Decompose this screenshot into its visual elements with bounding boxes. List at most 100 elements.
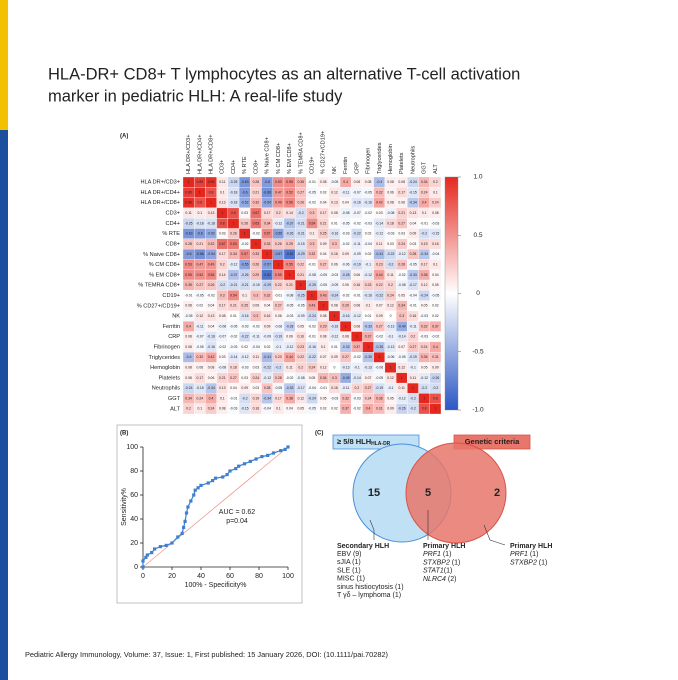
cell-value: -0.11 [409, 324, 417, 328]
roc-point [266, 453, 270, 457]
cell-value: 0.03 [253, 386, 260, 390]
cell-value: -0.05 [319, 273, 327, 277]
cell-value: 0.16 [331, 386, 338, 390]
cell-value: -0.16 [331, 232, 339, 236]
cell-value: 0.05 [421, 366, 428, 370]
cell-value: -0.33 [342, 345, 350, 349]
cell-value: -0.05 [230, 324, 238, 328]
cell-value: -0.12 [364, 273, 372, 277]
cell-value: -0.09 [263, 335, 271, 339]
cell-value: 0.55 [286, 262, 293, 266]
cell-value: 0.37 [365, 335, 372, 339]
roc-point [237, 464, 241, 468]
cell-value: -0.12 [286, 345, 294, 349]
cell-value: 0.05 [297, 407, 304, 411]
cell-value: -0.03 [241, 366, 249, 370]
cell-value: -0.16 [331, 324, 339, 328]
cell-value: 0.47 [275, 190, 282, 194]
cell-value: -0.2 [242, 396, 248, 400]
cell-value: -0.11 [342, 190, 350, 194]
cell-value: 0.08 [320, 180, 327, 184]
cell-value: 0.08 [354, 180, 361, 184]
gene-count: (1) [537, 559, 548, 566]
cell-value: 0.16 [264, 314, 271, 318]
cell-value: 0.67 [253, 211, 260, 215]
cell-value: -0.33 [364, 324, 372, 328]
cell-value: -0.18 [230, 201, 238, 205]
cell-value: -0.11 [342, 386, 350, 390]
cell-value: 0.05 [398, 293, 405, 297]
cell-value: 1 [367, 345, 369, 349]
cell-value: 0.54 [309, 221, 316, 225]
cell-value: -0.24 [308, 396, 316, 400]
column-label: CD3+ [220, 160, 226, 174]
cell-value: -0.05 [185, 314, 193, 318]
roc-point [144, 555, 148, 559]
cell-value: 0.32 [309, 252, 316, 256]
cell-value: 1 [277, 262, 279, 266]
connector [483, 524, 506, 546]
cell-value: 0.08 [219, 314, 226, 318]
cell-value: 0.12 [297, 396, 304, 400]
cell-value: 0.53 [185, 262, 192, 266]
cell-value: 0.24 [208, 407, 215, 411]
cell-value: -0.08 [218, 324, 226, 328]
row-label: HLA DR+/CD3+ [141, 180, 180, 186]
cell-value: 0.09 [241, 386, 248, 390]
cell-value: 1 [434, 407, 436, 411]
cell-value: -0.26 [398, 407, 406, 411]
column-label: % TEMRA CD8+ [298, 132, 304, 174]
cell-value: 0.18 [387, 221, 394, 225]
cell-value: 0.8 [209, 190, 214, 194]
cell-value: 0.32 [421, 324, 428, 328]
cell-value: 0.63 [230, 242, 237, 246]
row-label: % TEMRA CD8+ [138, 283, 180, 289]
cell-value: 0.09 [253, 304, 260, 308]
column-label: HLA DR+/CD4+ [197, 135, 203, 174]
cell-value: 0.38 [286, 396, 293, 400]
roc-point [271, 451, 276, 455]
row-label: Hemoglobin [150, 365, 180, 371]
row-label: Ferritin [163, 324, 180, 330]
cell-value: 0.32 [208, 242, 215, 246]
cell-value: -0.22 [353, 232, 361, 236]
cell-value: 0.14 [286, 211, 293, 215]
cell-value: 0.08 [208, 366, 215, 370]
panel-label: (B) [120, 431, 128, 437]
row-label: CD19+ [162, 293, 180, 299]
cell-value: 0.34 [398, 304, 405, 308]
cell-value: -0.55 [274, 232, 282, 236]
cell-value: 0.04 [208, 324, 215, 328]
cell-value: -0.25 [308, 283, 316, 287]
cell-value: 0.09 [376, 314, 383, 318]
row-label: CD8+ [166, 241, 180, 247]
cell-value: -0.16 [207, 345, 215, 349]
cell-value: 0.34 [230, 252, 237, 256]
cell-value: 0.03 [253, 366, 260, 370]
region-item: EBV (9) [337, 551, 362, 558]
cell-value: 0.3 [220, 293, 225, 297]
gene-name: NLRC4 [423, 576, 446, 583]
cell-value: -0.05 [196, 293, 204, 297]
cell-value: 0.24 [309, 366, 316, 370]
cell-value: 0.4 [366, 407, 371, 411]
cell-value: -0.03 [420, 314, 428, 318]
cell-value: -0.16 [207, 335, 215, 339]
cell-value: 0.1 [422, 211, 427, 215]
cell-value: 1 [266, 252, 268, 256]
cell-value: -0.03 [241, 324, 249, 328]
roc-point [158, 545, 162, 549]
cell-value: 0.06 [354, 273, 361, 277]
cell-value: 0.1 [197, 211, 202, 215]
cell-value: 0.08 [185, 304, 192, 308]
column-label: Triglycerides [377, 142, 383, 174]
cell-value: -0.35 [364, 355, 372, 359]
column-label: % EM CD8+ [287, 143, 293, 174]
cell-value: -0.15 [252, 283, 260, 287]
cell-value: -0.29 [297, 252, 305, 256]
cell-value: 0.06 [286, 335, 293, 339]
x-tick-label: 60 [226, 573, 234, 580]
cell-value: -0.21 [241, 283, 249, 287]
cell-value: 0.02 [320, 407, 327, 411]
set-circle [405, 442, 507, 544]
